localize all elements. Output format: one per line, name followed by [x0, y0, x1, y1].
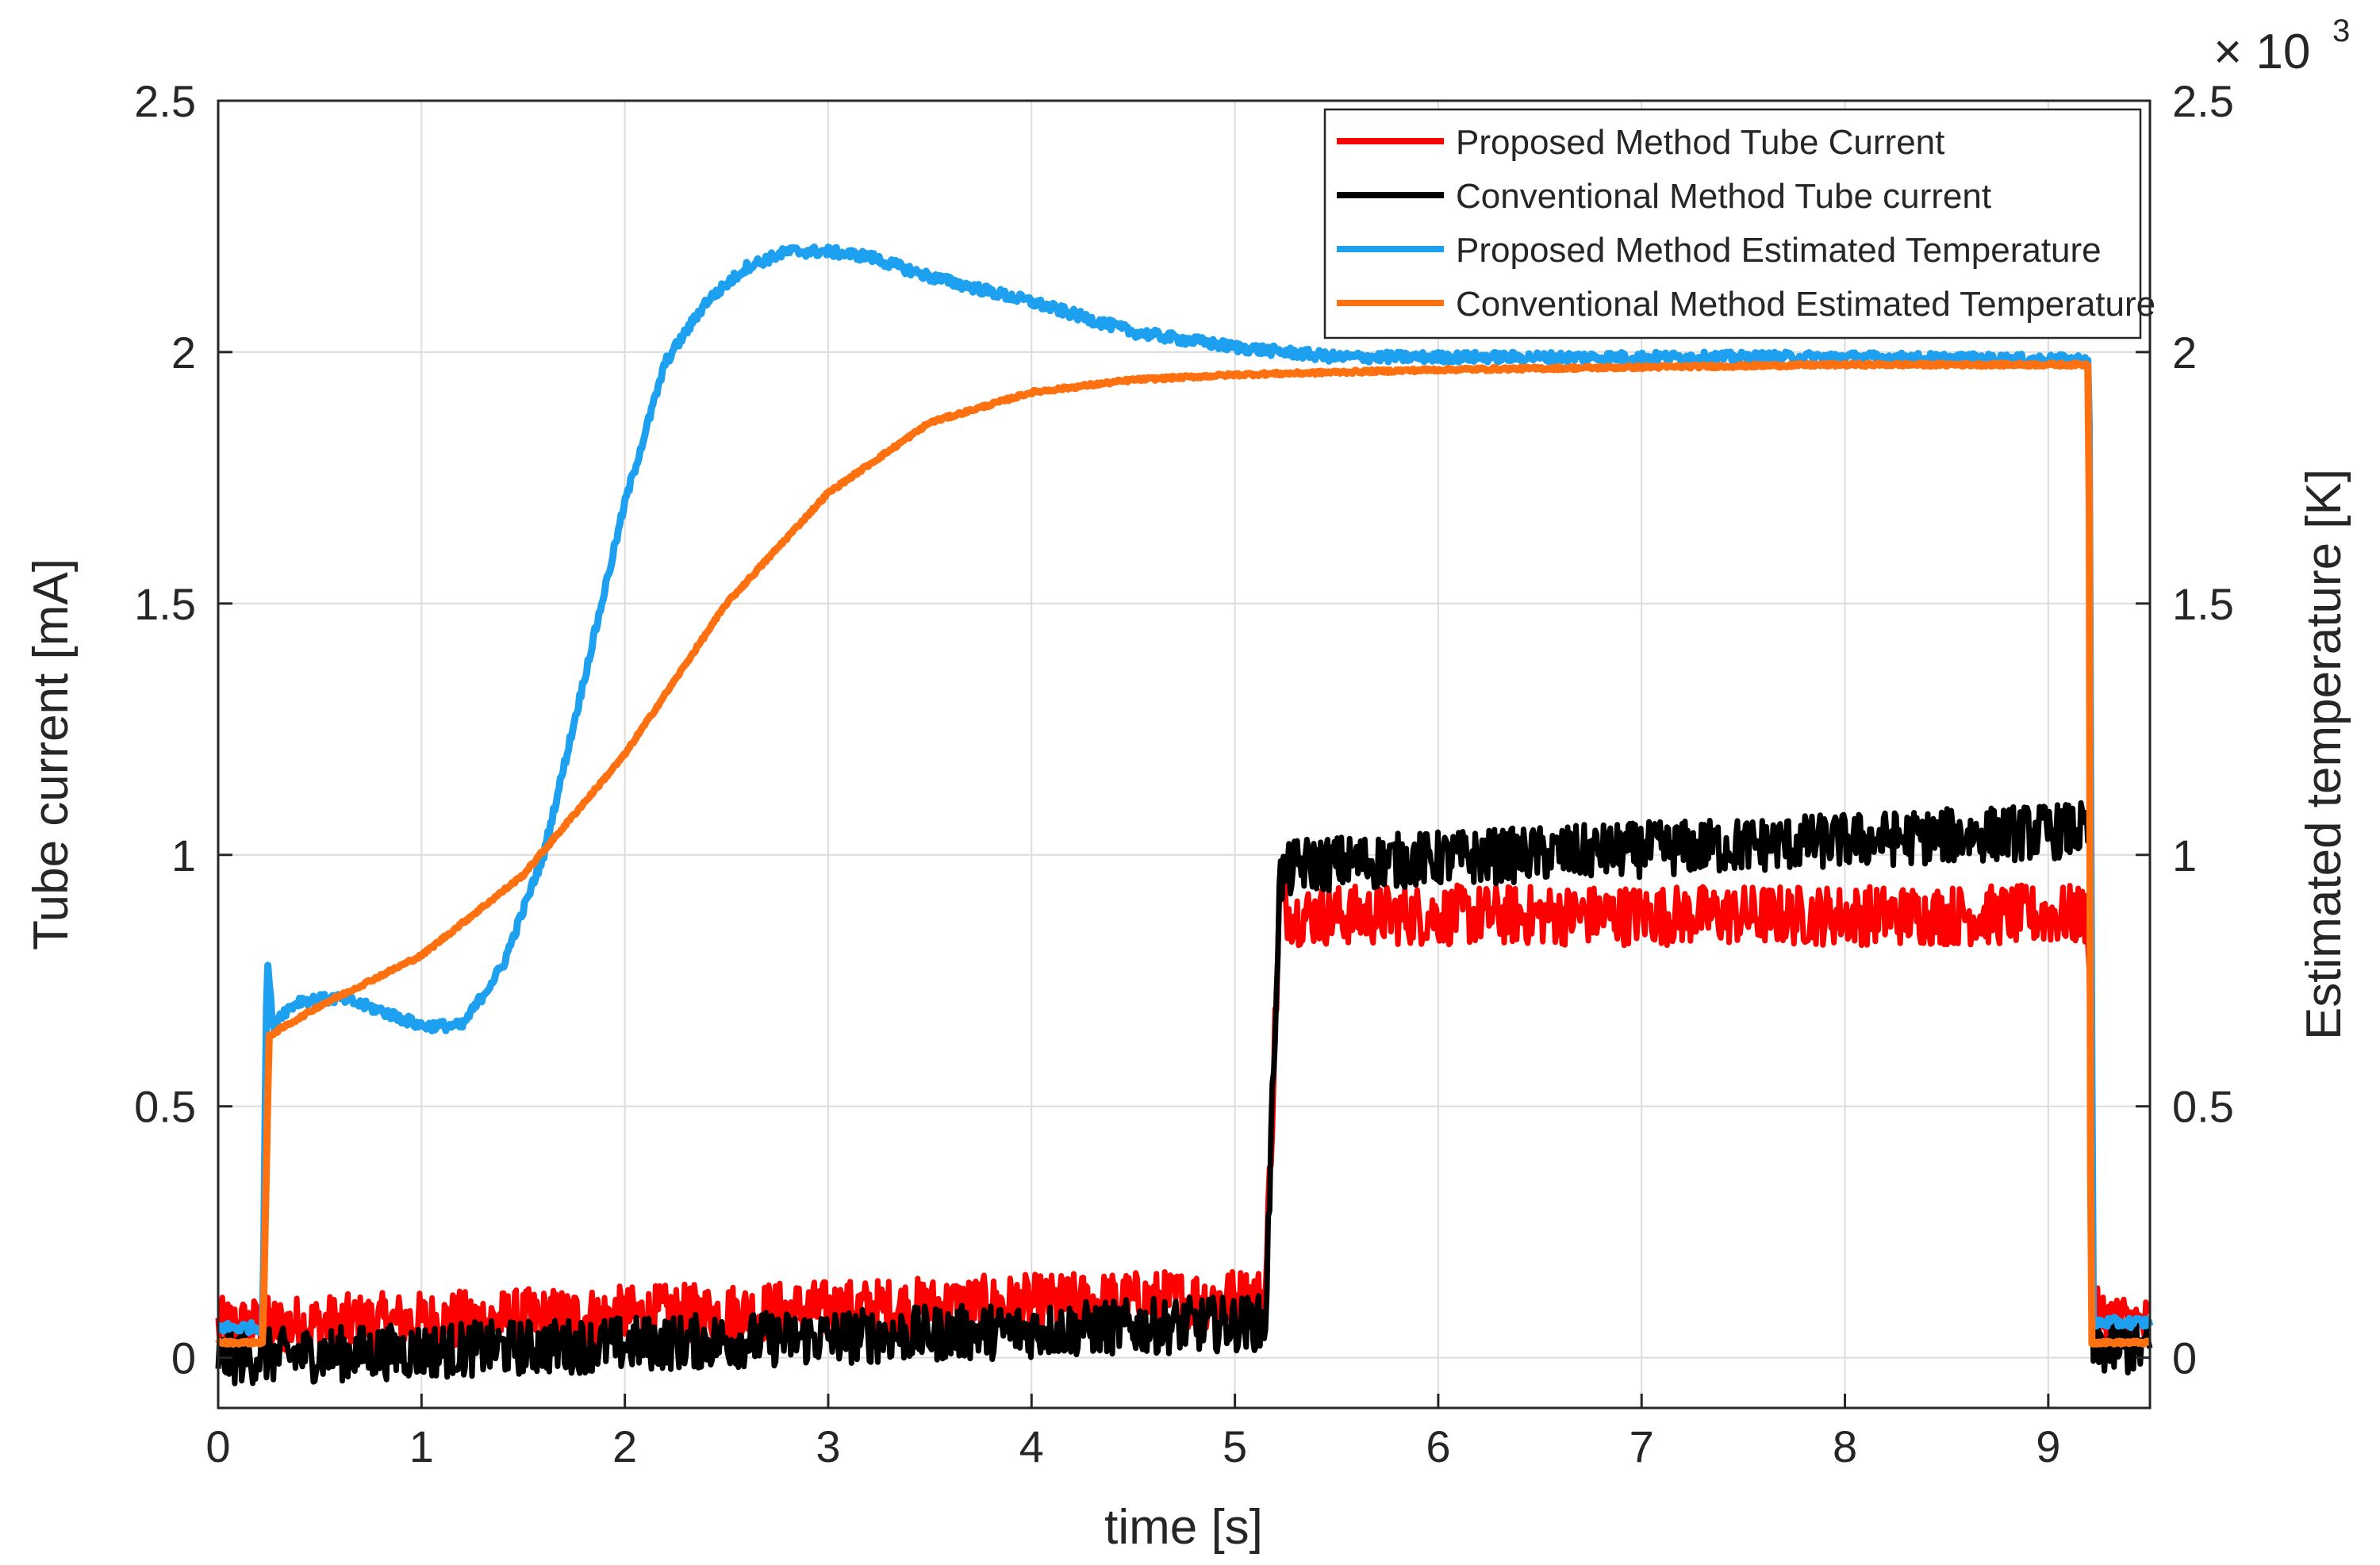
tick-labels: 0 1 2 3 4 5 6 7 8 9 0 0.5 1 1.5 2 2.5 0 0.5 1 1.5 2 2.5 — [134, 76, 2234, 1471]
y-left-tick-label: 0 — [171, 1333, 196, 1383]
y-left-tick-label: 2 — [171, 328, 196, 378]
legend-label-proposed-temperature: Proposed Method Estimated Temperature — [1456, 231, 2102, 270]
legend-box — [1323, 108, 2142, 339]
series-line-conventional-method-estimated-temperature — [215, 359, 2152, 1348]
multiplier-base: × 10 — [2213, 25, 2310, 79]
x-tick-label: 4 — [1019, 1421, 1044, 1471]
legend-label-conventional-temperature: Conventional Method Estimated Temperatur… — [1456, 285, 2155, 324]
y-right-tick-label: 2.5 — [2172, 76, 2234, 126]
legend-item-conventional-current: Conventional Method Tube current — [1337, 177, 1991, 216]
x-tick-label: 8 — [1833, 1421, 1857, 1471]
y-left-tick-label: 0.5 — [134, 1082, 196, 1132]
x-tick-label: 0 — [205, 1421, 230, 1471]
legend-item-conventional-temperature: Conventional Method Estimated Temperatur… — [1337, 285, 2155, 324]
right-axis-multiplier: × 10 3 — [2213, 13, 2350, 79]
x-tick-label: 5 — [1223, 1421, 1247, 1471]
x-tick-label: 6 — [1426, 1421, 1450, 1471]
series-line-conventional-method-tube-current — [215, 800, 2153, 1387]
legend: Proposed Method Tube Current Conventiona… — [1323, 108, 2155, 339]
y-right-tick-label: 1 — [2172, 830, 2197, 880]
y-right-tick-label: 1.5 — [2172, 579, 2234, 629]
x-tick-label: 2 — [612, 1421, 637, 1471]
x-tick-label: 1 — [409, 1421, 434, 1471]
y-right-tick-label: 2 — [2172, 328, 2197, 378]
y-right-tick-label: 0 — [2172, 1333, 2197, 1383]
series-layer — [215, 244, 2154, 1387]
legend-item-proposed-temperature: Proposed Method Estimated Temperature — [1337, 231, 2102, 270]
y-left-tick-label: 2.5 — [134, 76, 196, 126]
legend-label-conventional-current: Conventional Method Tube current — [1456, 177, 1991, 216]
legend-label-proposed-current: Proposed Method Tube Current — [1456, 123, 1944, 162]
multiplier-exponent: 3 — [2332, 13, 2350, 48]
legend-item-proposed-current: Proposed Method Tube Current — [1337, 123, 1944, 162]
y-left-tick-label: 1 — [171, 830, 196, 880]
x-axis-label: time [s] — [1104, 1500, 1263, 1555]
y-axis-label-right: Estimated temperature [K] — [2297, 469, 2351, 1040]
series-line-proposed-method-estimated-temperature — [216, 244, 2154, 1337]
plot-frame — [217, 99, 2152, 1410]
x-tick-label: 3 — [816, 1421, 840, 1471]
x-tick-label: 7 — [1630, 1421, 1654, 1471]
y-right-tick-label: 0.5 — [2172, 1082, 2234, 1132]
x-tick-label: 9 — [2036, 1421, 2060, 1471]
y-axis-label-left: Tube current [mA] — [24, 558, 79, 950]
y-left-tick-label: 1.5 — [134, 579, 196, 629]
